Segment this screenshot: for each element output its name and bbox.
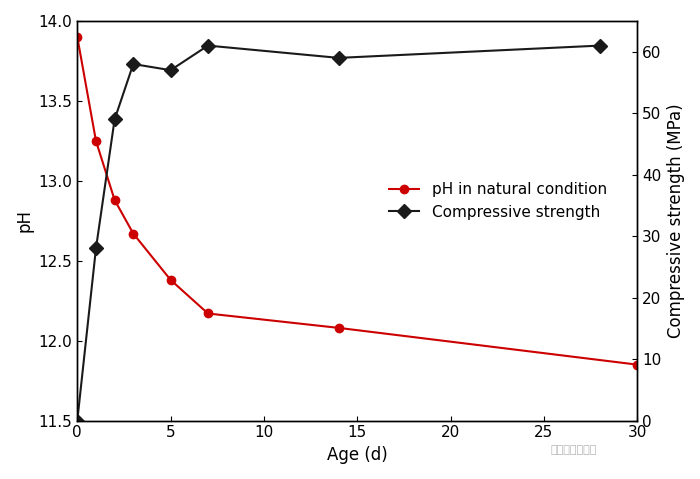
Compressive strength [92,246,100,251]
Legend: pH in natural condition, Compressive strength: pH in natural condition, Compressive str… [383,176,612,226]
Y-axis label: Compressive strength (MPa): Compressive strength (MPa) [667,103,685,338]
Line: pH in natural condition: pH in natural condition [73,33,641,369]
pH in natural condition [111,197,119,203]
Compressive strength [129,61,137,67]
Line: Compressive strength: Compressive strength [72,41,605,425]
Compressive strength [204,43,212,48]
Compressive strength [73,418,81,423]
Compressive strength [335,55,343,61]
Compressive strength [111,116,119,122]
pH in natural condition [92,138,100,144]
Y-axis label: pH: pH [15,209,33,232]
pH in natural condition [167,277,175,283]
pH in natural condition [335,325,343,331]
pH in natural condition [204,310,212,316]
Compressive strength [596,43,604,48]
pH in natural condition [633,362,641,367]
Compressive strength [167,68,175,73]
pH in natural condition [129,231,137,237]
pH in natural condition [73,34,81,40]
X-axis label: Age (d): Age (d) [327,446,388,464]
Text: 中国工程院院刊: 中国工程院院刊 [551,445,597,455]
